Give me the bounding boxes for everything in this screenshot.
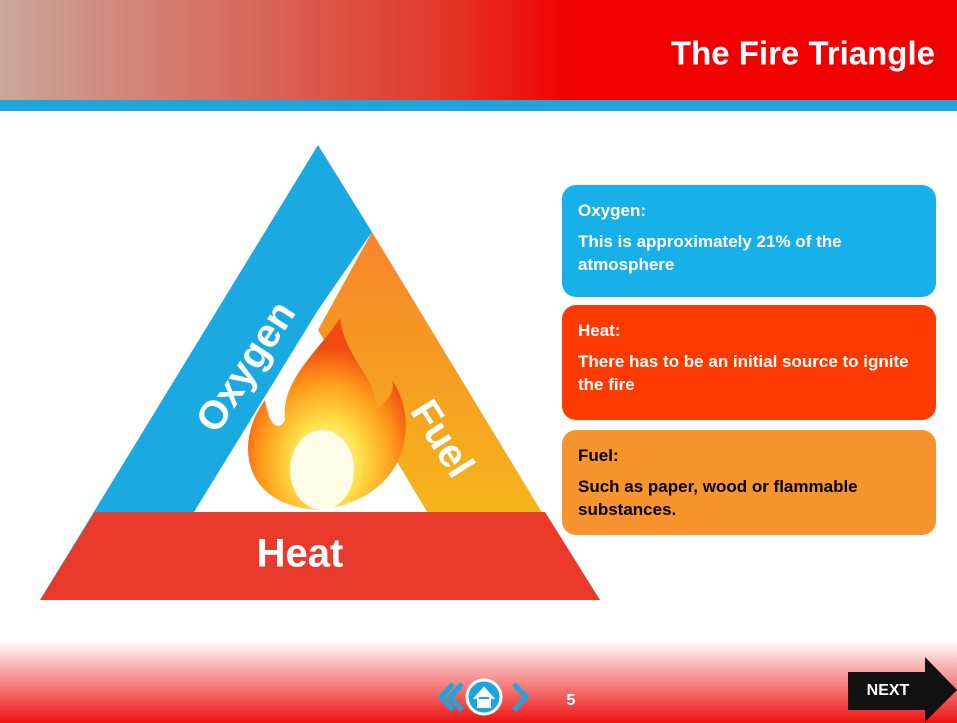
home-button[interactable]	[467, 680, 501, 714]
next-label[interactable]: NEXT	[867, 682, 910, 699]
header-stripe	[0, 100, 957, 111]
box-text: This is approximately 21% of the atmosph…	[578, 230, 920, 276]
info-box: Heat: There has to be an initial source …	[562, 305, 936, 420]
box-text: Such as paper, wood or flammable substan…	[578, 475, 920, 521]
page-number: 5	[567, 692, 576, 709]
box-title: Oxygen:	[578, 199, 920, 222]
info-box: Fuel: Such as paper, wood or flammable s…	[562, 430, 936, 535]
box-text: There has to be an initial source to ign…	[578, 350, 920, 396]
box-title: Fuel:	[578, 444, 920, 467]
flame-core	[290, 430, 354, 510]
slide-title: The Fire Triangle	[671, 35, 935, 72]
slide-page: The Fire Triangle Oxygen Fuel Heat 5 NEX…	[0, 0, 957, 723]
box-title: Heat:	[578, 319, 920, 342]
info-box: Oxygen: This is approximately 21% of the…	[562, 185, 936, 297]
heat-label: Heat	[257, 532, 344, 576]
